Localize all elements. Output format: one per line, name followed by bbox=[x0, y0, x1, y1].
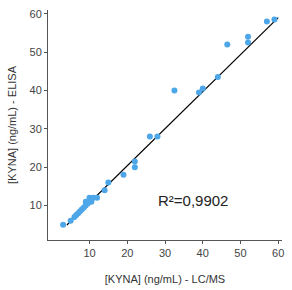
svg-text:[KYNA] (ng/mL) - ELISA: [KYNA] (ng/mL) - ELISA bbox=[6, 65, 18, 184]
svg-text:40: 40 bbox=[197, 247, 209, 259]
svg-text:30: 30 bbox=[30, 123, 42, 135]
svg-text:40: 40 bbox=[30, 84, 42, 96]
svg-text:20: 20 bbox=[121, 247, 133, 259]
svg-text:50: 50 bbox=[30, 46, 42, 58]
svg-text:60: 60 bbox=[30, 8, 42, 20]
svg-text:R²=0,9902: R²=0,9902 bbox=[158, 192, 228, 209]
svg-text:60: 60 bbox=[272, 247, 284, 259]
svg-text:50: 50 bbox=[234, 247, 246, 259]
svg-text:20: 20 bbox=[30, 161, 42, 173]
svg-text:30: 30 bbox=[159, 247, 171, 259]
svg-text:[KYNA] (ng/mL) - LC/MS: [KYNA] (ng/mL) - LC/MS bbox=[105, 273, 225, 285]
svg-text:10: 10 bbox=[30, 199, 42, 211]
svg-text:10: 10 bbox=[83, 247, 95, 259]
